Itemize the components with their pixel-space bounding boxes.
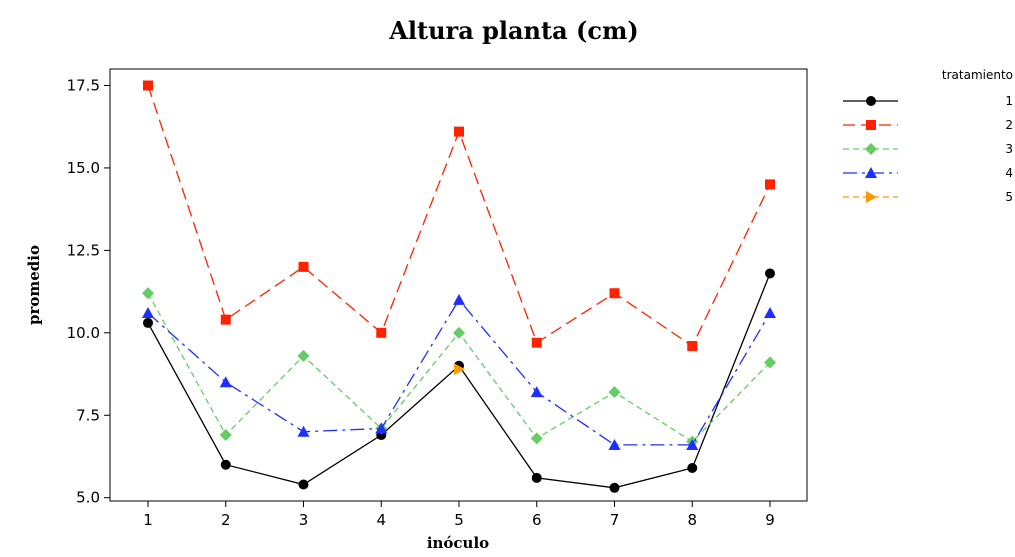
y-tick-label: 17.5 [67,76,100,94]
legend-title: tratamiento [942,68,1013,82]
data-point [764,356,776,369]
data-point [220,459,231,470]
data-point [376,327,387,338]
series-2 [143,80,775,352]
legend-marker [866,120,876,130]
data-point [608,438,621,450]
data-point [454,126,464,137]
x-tick-label: 1 [143,511,153,529]
data-point [219,429,232,442]
legend-label: 1 [1005,94,1013,108]
y-tick-label: 15.0 [67,159,100,177]
data-point [142,307,154,319]
legend-item: 5 [843,190,1013,204]
data-point [608,386,621,399]
x-tick-label: 5 [454,511,464,529]
data-point [142,287,154,300]
data-point [609,482,620,493]
y-tick-label: 7.5 [76,406,100,424]
legend-item: 3 [843,142,1013,156]
legend-item: 2 [843,118,1013,132]
legend-item: 1 [843,94,1013,108]
data-point [219,376,232,388]
x-tick-label: 7 [610,511,620,529]
legend: tratamiento 1 2 3 4 5 [843,68,1013,204]
data-point [764,307,776,319]
data-point [531,337,542,348]
data-point [765,268,775,279]
series-line [147,85,771,347]
series-4 [142,293,776,450]
y-tick-label: 5.0 [76,489,100,507]
series-5 [454,363,465,376]
x-axis: 1 2 3 4 5 6 7 8 9 [143,501,775,529]
data-point [143,317,153,328]
data-point [609,288,620,299]
legend-label: 5 [1005,190,1013,204]
x-tick-label: 4 [376,511,386,529]
y-axis: 5.0 7.5 10.0 12.5 15.0 17.5 [67,76,110,507]
legend-marker [865,167,877,178]
y-tick-label: 12.5 [67,241,100,259]
data-point [297,349,310,362]
data-point [143,80,153,91]
series-line [147,273,771,489]
legend-label: 4 [1005,166,1013,180]
data-point [687,463,698,474]
y-tick-label: 10.0 [67,324,100,342]
legend-marker [866,191,877,203]
data-point [531,472,542,483]
data-point [454,363,465,376]
chart-title: Altura planta (cm) [388,16,638,45]
legend-marker [866,96,876,106]
legend-label: 3 [1005,142,1013,156]
data-point [687,341,698,352]
series-layer [142,80,776,493]
legend-label: 2 [1005,118,1013,132]
legend-item: 4 [843,166,1013,180]
x-tick-label: 3 [299,511,309,529]
data-point [298,479,309,490]
data-point [375,422,388,434]
legend-marker [865,143,877,155]
data-point [298,261,309,272]
x-tick-label: 2 [221,511,231,529]
x-axis-label: inóculo [427,534,489,552]
data-point [530,386,543,398]
data-point [453,293,465,305]
data-point [686,438,699,450]
y-axis-label: promedio [25,245,43,325]
x-tick-label: 6 [532,511,542,529]
x-tick-label: 9 [765,511,775,529]
data-point [765,179,775,190]
x-tick-label: 8 [687,511,697,529]
data-point [297,425,310,437]
data-point [530,432,543,445]
data-point [453,326,465,339]
data-point [220,314,231,325]
